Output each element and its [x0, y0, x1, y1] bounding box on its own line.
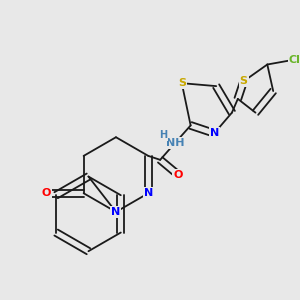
Text: N: N [210, 128, 219, 138]
Text: S: S [178, 78, 186, 88]
Text: N: N [111, 207, 121, 217]
Text: S: S [240, 76, 248, 86]
Text: N: N [144, 188, 153, 198]
Text: O: O [173, 169, 183, 180]
Text: H: H [159, 130, 167, 140]
Text: O: O [42, 188, 51, 198]
Text: Cl: Cl [289, 55, 300, 64]
Text: NH: NH [166, 138, 184, 148]
